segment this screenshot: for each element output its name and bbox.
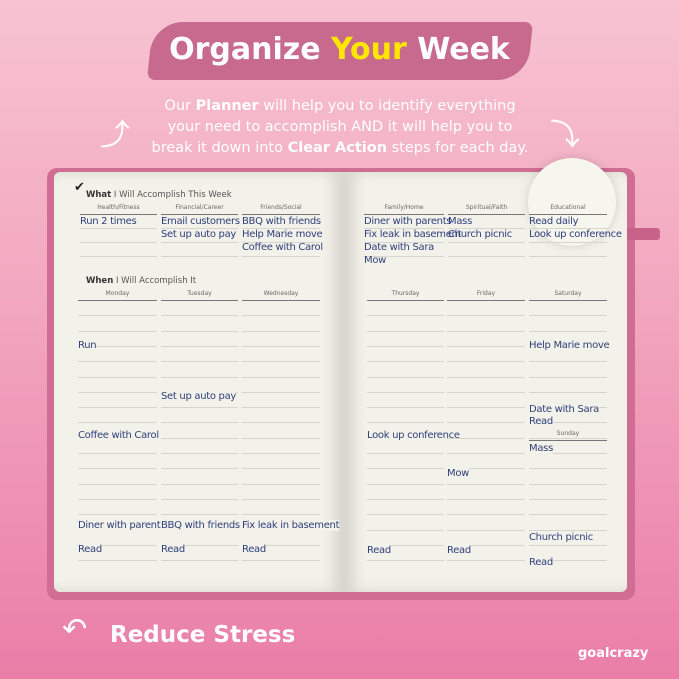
day-entry: BBQ with friends (161, 520, 240, 531)
category-label: Spiritual/Faith (465, 204, 508, 211)
day-entry: Mass (529, 443, 553, 454)
tagline: Reduce Stress (110, 622, 296, 648)
day-column-friday: Friday Mow Read (447, 290, 525, 575)
day-entry: Read (242, 544, 266, 555)
brand-logo: goalcrazy (578, 646, 649, 661)
goal-entry: Date with Sara (364, 242, 434, 253)
day-entry: Run (78, 340, 97, 351)
goal-entry: Church picnic (448, 229, 512, 240)
goal-entry: Fix leak in basement (364, 229, 462, 240)
goal-entry: Set up auto pay (161, 229, 237, 240)
day-entry: Date with Sara (529, 404, 599, 415)
subheadline: Our Planner will help you to identify ev… (151, 98, 529, 156)
goal-entry: Help Marie move (242, 229, 323, 240)
goal-entry: Look up conference (529, 229, 622, 240)
day-label: Friday (476, 290, 496, 297)
goal-entry: Run 2 times (80, 216, 137, 227)
magnifier-highlight (528, 158, 616, 246)
category-label: Friends/Social (260, 204, 302, 211)
day-entry: Read (78, 544, 102, 555)
goal-entry: BBQ with friends (242, 216, 321, 227)
bookmark-ribbon (620, 228, 660, 240)
category-label: Health/Fitness (97, 204, 140, 211)
category-label: Financial/Career (175, 204, 224, 211)
day-column-tuesday: Tuesday Set up auto pay BBQ with friends Re… (161, 290, 240, 575)
checkmark-icon: ✔ (74, 180, 85, 195)
goal-entry: Read daily (529, 216, 579, 227)
day-column-saturday: Saturday Help Marie move Date with Sara Rea… (529, 290, 610, 575)
day-entry: Help Marie move (529, 340, 610, 351)
category-4: Spiritual/Faith Mass Church picnic (448, 204, 525, 270)
category-5: Educational Read daily Look up conference (529, 204, 622, 270)
category-label: Educational (550, 204, 586, 211)
day-column-monday: Monday Run Coffee with Carol Diner with par… (78, 290, 166, 575)
day-label: Saturday (554, 290, 582, 297)
day-entry: Read (161, 544, 185, 555)
day-entry: Fix leak in basement (242, 520, 340, 531)
what-heading: What I Will Accomplish This Week (86, 190, 232, 200)
day-column-wednesday: Wednesday Fix leak in basement Read (242, 290, 340, 575)
category-3: Family/Home Diner with parents Fix leak in… (364, 204, 462, 270)
day-entry: Read (447, 545, 471, 556)
goal-entry: Mow (364, 255, 387, 266)
category-label: Family/Home (384, 204, 424, 211)
curl-arrow-icon: ↶ (62, 612, 88, 647)
day-label: Wednesday (263, 290, 299, 297)
day-entry: Church picnic (529, 532, 593, 543)
when-heading: When I Will Accomplish It (86, 276, 197, 286)
goal-entry: Mass (448, 216, 472, 227)
day-entry: Read (367, 545, 391, 556)
category-2: Friends/Social BBQ with friends Help Marie… (242, 204, 323, 270)
day-entry: Look up conference (367, 430, 460, 441)
day-entry: Read (529, 557, 553, 568)
day-label: Monday (105, 290, 130, 297)
day-entry: Coffee with Carol (78, 430, 159, 441)
category-0: Health/Fitness Run 2 times (80, 204, 157, 270)
curl-arrow-icon: ⤴ (100, 118, 130, 153)
headline: Organize Your Week (169, 32, 510, 67)
day-entry: Mow (447, 468, 470, 479)
day-entry: Read (529, 416, 553, 427)
curl-arrow-icon: ⤵ (550, 118, 580, 153)
day-entry: Set up auto pay (161, 391, 237, 402)
goal-entry: Diner with parents (364, 216, 452, 227)
day-label: Sunday (529, 430, 607, 437)
day-label: Tuesday (187, 290, 212, 297)
goal-entry: Email customers (161, 216, 240, 227)
day-column-thursday: Thursday Look up conference Read (367, 290, 460, 575)
goal-entry: Coffee with Carol (242, 242, 323, 253)
day-entry: Diner with parents (78, 520, 166, 531)
category-1: Financial/Career Email customers Set up au… (161, 204, 240, 270)
day-label: Thursday (391, 290, 420, 297)
